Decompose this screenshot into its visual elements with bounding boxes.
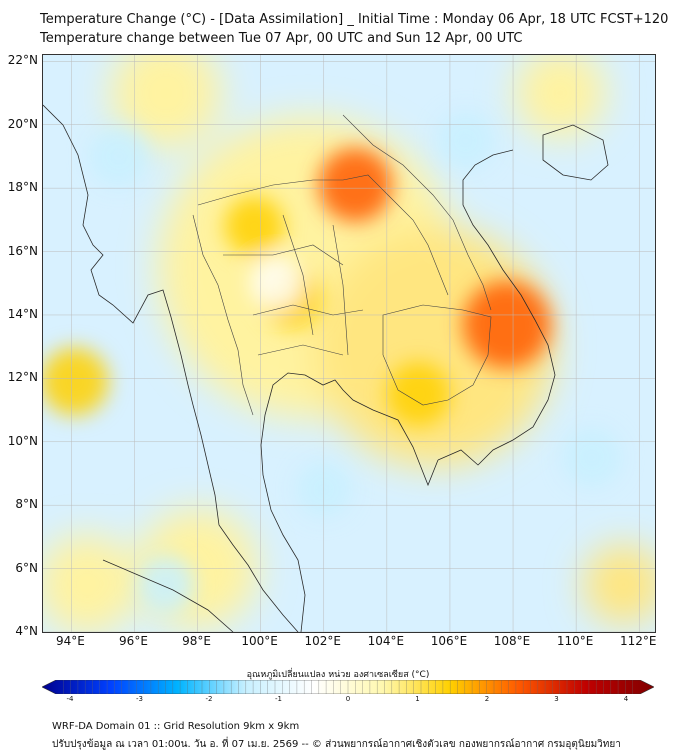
lat-label: 14°N: [7, 306, 38, 321]
border-laos-vietnam: [342, 114, 492, 311]
lon-label: 98°E: [182, 634, 211, 648]
footer-model-info: WRF-DA Domain 01 :: Grid Resolution 9km …: [52, 721, 300, 732]
coastline-sumatra: [102, 559, 234, 632]
colorbar-tick-label: 2: [484, 695, 490, 703]
coastline-peninsula-west: [192, 404, 299, 632]
lon-label: 112°E: [619, 634, 657, 648]
border-thailand-provinces: [223, 214, 364, 356]
lon-label: 110°E: [556, 634, 594, 648]
lat-label: 4°N: [15, 624, 38, 638]
coastline-hainan: [542, 124, 609, 181]
lat-label: 22°N: [7, 53, 38, 68]
lon-label: 100°E: [241, 634, 278, 648]
colorbar-tick-label: 1: [415, 695, 420, 703]
lat-label: 18°N: [7, 180, 38, 195]
chart-subtitle: Temperature change between Tue 07 Apr, 0…: [40, 31, 523, 46]
lat-label: 12°N: [7, 370, 38, 385]
temp-spot-gulf-of-tonkin: [436, 111, 495, 170]
border-thailand-laos: [197, 174, 449, 296]
lat-label: 10°N: [7, 433, 38, 448]
colorbar-tick-label: 3: [554, 695, 559, 703]
temp-spot-andaman-sea: [43, 347, 109, 416]
temp-spot-bay-of-bengal-north: [88, 126, 149, 187]
temp-spot-central-thailand: [250, 257, 303, 310]
coastline-gulf-thailand: [260, 372, 439, 632]
lon-label: 106°E: [430, 634, 468, 648]
colorbar-tick-label: -3: [136, 695, 143, 703]
lon-label: 108°E: [493, 634, 531, 648]
temp-spot-northern-thailand: [224, 196, 285, 257]
lon-label: 94°E: [55, 634, 85, 648]
border-thailand-myanmar: [192, 214, 254, 416]
field-blob-6: [515, 55, 606, 139]
graticule: [43, 55, 655, 632]
temp-spot-cambodia-south: [386, 362, 451, 427]
coastline-vietnam: [437, 149, 556, 466]
map-panel: [42, 54, 656, 633]
chart-title: Temperature Change (°C) - [Data Assimila…: [40, 12, 669, 27]
colorbar-tick-label: -2: [205, 695, 213, 703]
temp-spot-laos-north: [318, 147, 393, 222]
admin-borders: [192, 114, 492, 416]
lat-label: 6°N: [15, 560, 38, 575]
field-blob-4: [583, 544, 655, 625]
lon-label: 104°E: [367, 634, 405, 648]
footer-credit: ปรับปรุงข้อมูล ณ เวลา 01:00น. วัน อ. ที่…: [52, 739, 621, 750]
lat-label: 16°N: [7, 243, 38, 258]
colorbar-tick-label: 0: [345, 695, 351, 703]
temperature-map: [43, 55, 655, 632]
colorbar-label: อุณหภูมิเปลี่ยนแปลง หน่วย องศาเซลเซียส (…: [246, 670, 430, 680]
lat-label: 8°N: [15, 497, 38, 512]
colorbar-tick-label: 4: [623, 695, 629, 703]
coastlines: [43, 104, 609, 632]
coastline-myanmar-west: [43, 104, 194, 406]
lon-label: 102°E: [304, 634, 342, 648]
field-blob-3: [43, 534, 138, 632]
lat-label: 20°N: [7, 116, 38, 131]
temp-spot-eastern-cambodia-highlands: [462, 280, 551, 369]
colorbar-tick-label: -4: [66, 695, 74, 703]
lon-label: 96°E: [119, 634, 148, 648]
temp-spot-south-china-sea: [561, 427, 622, 488]
colorbar: [42, 680, 654, 694]
colorbar-tick-label: -1: [275, 695, 282, 703]
border-cambodia: [382, 304, 492, 406]
temp-spot-strait-of-malacca: [137, 555, 196, 614]
colorbar-segments: [63, 680, 633, 694]
